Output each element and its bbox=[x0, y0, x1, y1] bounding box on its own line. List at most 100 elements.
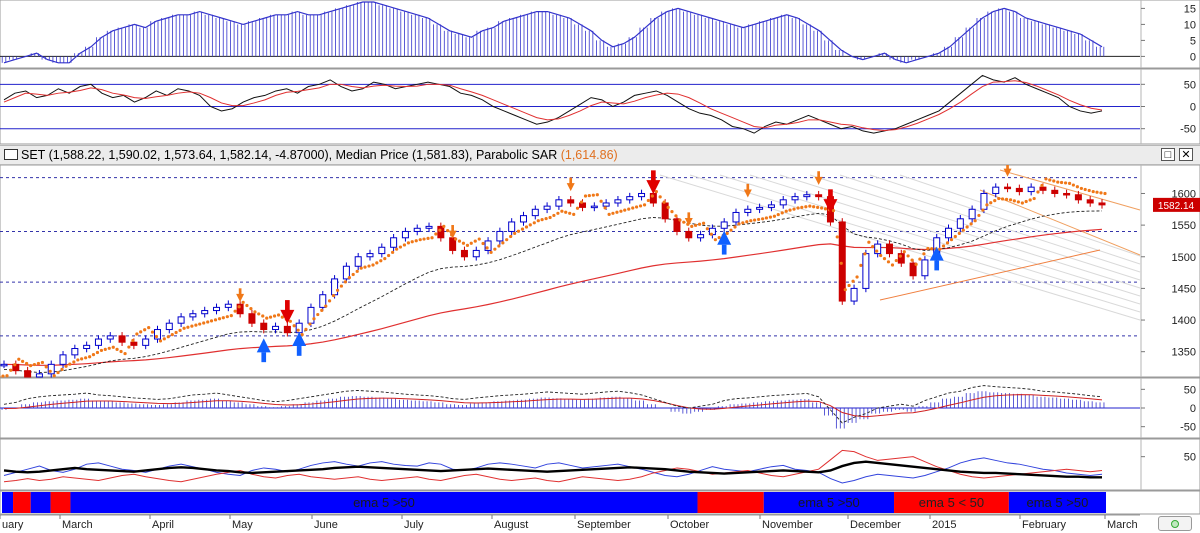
candle-body bbox=[378, 246, 386, 255]
sar-dot bbox=[265, 316, 269, 320]
macd-tick-label: -50 bbox=[1180, 422, 1196, 434]
sar-dot bbox=[1020, 201, 1024, 205]
sar-dot bbox=[666, 205, 670, 209]
buy-arrow-stem bbox=[934, 260, 940, 271]
sell-arrow-stem bbox=[451, 225, 454, 232]
candle-body bbox=[496, 230, 504, 242]
candle-body bbox=[897, 253, 905, 264]
sell-arrow-stem bbox=[817, 171, 820, 178]
sar-dot bbox=[261, 314, 265, 318]
sar-dot bbox=[32, 362, 37, 367]
candle-body bbox=[992, 186, 1000, 194]
sar-dot bbox=[9, 368, 13, 372]
sar-dot bbox=[154, 334, 159, 339]
sar-dot bbox=[276, 313, 281, 317]
candle-body bbox=[1051, 189, 1059, 194]
candle-body bbox=[1039, 186, 1047, 191]
price-tick-label: 1600 bbox=[1172, 188, 1196, 200]
sar-dot bbox=[591, 193, 595, 197]
month-label: August bbox=[494, 519, 528, 531]
month-label: May bbox=[232, 519, 253, 531]
sar-dot bbox=[882, 257, 887, 261]
sar-dot bbox=[839, 261, 843, 265]
sell-arrow bbox=[684, 217, 693, 226]
candle-body bbox=[236, 303, 244, 315]
month-label: November bbox=[762, 519, 813, 531]
sar-dot bbox=[217, 317, 222, 321]
month-label: 2015 bbox=[932, 519, 956, 531]
maximize-button[interactable]: □ bbox=[1161, 148, 1175, 161]
sar-dot bbox=[717, 235, 721, 240]
buy-arrow-stem bbox=[261, 352, 267, 363]
sar-dot bbox=[898, 254, 902, 258]
month-label: February bbox=[1022, 519, 1067, 531]
sar-dot bbox=[1024, 199, 1028, 204]
sar-dot bbox=[206, 320, 210, 324]
candle-body bbox=[201, 310, 209, 315]
sar-dot bbox=[568, 211, 572, 215]
sar-dot bbox=[300, 333, 304, 337]
top-osc-tick-label: 0 bbox=[1190, 51, 1196, 63]
sar-dot bbox=[139, 330, 143, 334]
candle-body bbox=[319, 294, 327, 308]
sar-dot bbox=[713, 238, 717, 242]
sar-dot bbox=[225, 315, 229, 319]
sar-dot bbox=[143, 328, 147, 332]
candle-body bbox=[838, 221, 846, 302]
sar-dot bbox=[194, 323, 198, 327]
sar-dot bbox=[682, 220, 686, 224]
sell-arrow-stem bbox=[828, 189, 833, 200]
sar-dot bbox=[1075, 185, 1079, 189]
sar-dot bbox=[501, 241, 505, 245]
sar-dot bbox=[1099, 191, 1103, 195]
sar-dot bbox=[678, 218, 682, 222]
sar-dot bbox=[615, 210, 619, 214]
sar-dot bbox=[383, 257, 387, 261]
sar-dot bbox=[843, 288, 847, 292]
sar-dot bbox=[509, 234, 513, 239]
candle-body bbox=[272, 325, 280, 331]
month-label: October bbox=[670, 519, 709, 531]
sar-dot bbox=[894, 258, 898, 263]
sar-dot bbox=[961, 228, 965, 232]
sar-dot bbox=[784, 209, 788, 213]
month-label: March bbox=[1107, 519, 1138, 531]
sar-dot bbox=[288, 319, 292, 323]
candle-body bbox=[850, 287, 858, 302]
candle-body bbox=[283, 325, 291, 334]
candle-body bbox=[94, 338, 102, 346]
ema-regime-bar: ema 5 >50 ema 5 >50 ema 5 < 50 ema 5 >50 bbox=[0, 490, 1200, 515]
sar-dot bbox=[162, 337, 166, 341]
adx-tick-label: 50 bbox=[1184, 452, 1196, 464]
sar-dot bbox=[68, 362, 72, 366]
sar-dot bbox=[111, 345, 115, 349]
candle-body bbox=[1015, 187, 1023, 193]
sar-dot bbox=[863, 252, 867, 256]
sar-dot bbox=[812, 205, 816, 209]
sell-arrow-stem bbox=[238, 288, 242, 295]
sar-dot bbox=[623, 208, 627, 212]
sar-dot bbox=[379, 259, 383, 263]
candle-body bbox=[1086, 199, 1094, 204]
fan-line bbox=[689, 174, 1141, 313]
price-tick-label: 1450 bbox=[1172, 283, 1196, 295]
sar-dot bbox=[241, 300, 245, 304]
sar-dot bbox=[764, 216, 769, 220]
adx-series-line bbox=[3, 457, 1103, 484]
sar-dot bbox=[150, 330, 155, 334]
candle-body bbox=[945, 227, 953, 239]
sar-dot bbox=[741, 221, 745, 225]
sell-arrow-stem bbox=[1006, 162, 1009, 169]
ema-mid-line bbox=[3, 210, 1103, 373]
status-indicator-button[interactable] bbox=[1158, 516, 1192, 531]
candle-body bbox=[815, 194, 823, 198]
ohlc-readout: (1,588.22, 1,590.02, 1,573.64, 1,582.14,… bbox=[45, 148, 561, 162]
sar-dot bbox=[1016, 200, 1020, 204]
candle-body bbox=[579, 202, 587, 208]
candle-body bbox=[142, 338, 150, 346]
close-button[interactable]: ✕ bbox=[1179, 148, 1193, 161]
ema-regime-segment bbox=[30, 492, 51, 513]
top-osc-tick-label: 15 bbox=[1184, 3, 1196, 15]
sar-dot bbox=[119, 349, 123, 354]
sar-dot bbox=[505, 238, 509, 242]
